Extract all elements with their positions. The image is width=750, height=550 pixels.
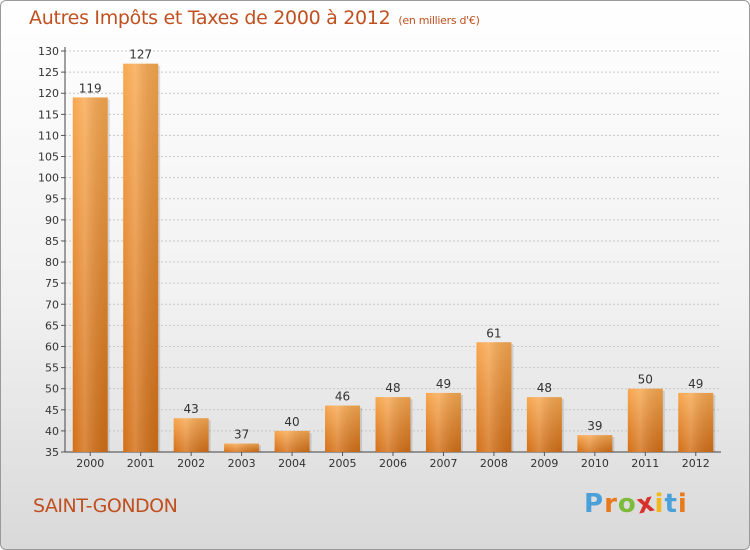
y-tick-label: 75 bbox=[45, 277, 59, 290]
y-tick-label: 65 bbox=[45, 319, 59, 332]
bar-shine bbox=[325, 405, 361, 452]
y-tick-label: 130 bbox=[38, 45, 59, 58]
y-tick-label: 125 bbox=[38, 66, 59, 79]
data-label-2002: 43 bbox=[184, 402, 199, 416]
y-tick-label: 40 bbox=[45, 425, 59, 438]
y-tick-label: 105 bbox=[38, 151, 59, 164]
bar-shine bbox=[173, 418, 209, 452]
bar-shine bbox=[577, 435, 613, 452]
chart-title: Autres Impôts et Taxes de 2000 à 2012 (en… bbox=[29, 7, 480, 29]
y-tick-label: 90 bbox=[45, 214, 59, 227]
bar-2006 bbox=[375, 397, 413, 452]
bar-shine bbox=[678, 392, 714, 452]
x-tick-label-2002: 2002 bbox=[177, 457, 205, 470]
bar-shine bbox=[375, 397, 411, 452]
y-tick-label: 110 bbox=[38, 129, 59, 142]
bar-2010 bbox=[577, 435, 615, 452]
bar-shine bbox=[476, 342, 512, 452]
bar-shine bbox=[425, 392, 461, 452]
x-tick-label-2001: 2001 bbox=[127, 457, 155, 470]
x-tick-label-2000: 2000 bbox=[76, 457, 104, 470]
y-tick-label: 115 bbox=[38, 108, 59, 121]
logo-letter: i bbox=[654, 489, 665, 519]
bar-shine bbox=[526, 397, 562, 452]
logo-letter: r bbox=[604, 489, 618, 519]
bar-2007 bbox=[425, 392, 463, 452]
data-label-2007: 49 bbox=[436, 377, 451, 391]
logo-letter: P bbox=[584, 489, 605, 519]
x-tick-label-2009: 2009 bbox=[530, 457, 558, 470]
data-label-2004: 40 bbox=[284, 415, 299, 429]
y-tick-label: 80 bbox=[45, 256, 59, 269]
bar-2003 bbox=[224, 443, 262, 452]
x-tick-labels: 2000 2001 2002 2003 2004 2005 2006 2007 2008 2009… bbox=[76, 452, 710, 470]
y-tick-label: 70 bbox=[45, 298, 59, 311]
bars bbox=[72, 63, 716, 453]
x-tick-label-2007: 2007 bbox=[429, 457, 457, 470]
y-tick-label: 45 bbox=[45, 404, 59, 417]
x-tick-label-2003: 2003 bbox=[228, 457, 256, 470]
data-label-2009: 48 bbox=[537, 381, 552, 395]
x-tick-label-2010: 2010 bbox=[581, 457, 609, 470]
data-label-2005: 46 bbox=[335, 390, 350, 404]
bar-2001 bbox=[123, 63, 161, 453]
x-tick-label-2008: 2008 bbox=[480, 457, 508, 470]
y-tick-label: 55 bbox=[45, 362, 59, 375]
logo-letter: i bbox=[677, 489, 688, 519]
bar-2009 bbox=[526, 397, 564, 452]
bar-shine bbox=[224, 443, 260, 452]
logo-letter: t bbox=[664, 489, 678, 519]
data-label-2001: 127 bbox=[129, 48, 152, 62]
bar-2011 bbox=[627, 388, 665, 452]
x-tick-label-2004: 2004 bbox=[278, 457, 306, 470]
x-tick-label-2006: 2006 bbox=[379, 457, 407, 470]
data-label-2010: 39 bbox=[587, 419, 602, 433]
bar-2000 bbox=[72, 97, 110, 452]
chart-title-text: Autres Impôts et Taxes de 2000 à 2012 bbox=[29, 7, 391, 29]
bar-2005 bbox=[325, 405, 363, 452]
y-tick-label: 100 bbox=[38, 172, 59, 185]
y-tick-label: 120 bbox=[38, 87, 59, 100]
data-label-2011: 50 bbox=[638, 373, 653, 387]
data-label-2000: 119 bbox=[79, 81, 102, 95]
bar-2002 bbox=[173, 418, 211, 452]
x-tick-label-2011: 2011 bbox=[631, 457, 659, 470]
bar-shine bbox=[627, 388, 663, 452]
bar-2004 bbox=[274, 430, 312, 452]
y-tick-label: 60 bbox=[45, 340, 59, 353]
y-tick-label: 85 bbox=[45, 235, 59, 248]
data-labels: 119 127 43 37 40 46 48 49 61 48 39 50 49 bbox=[79, 48, 704, 442]
logo-letter: o bbox=[617, 489, 637, 519]
y-tick-label: 50 bbox=[45, 383, 59, 396]
bar-shine bbox=[274, 430, 310, 452]
chart-title-unit: (en milliers d'€) bbox=[398, 14, 480, 27]
commune-name: SAINT-GONDON bbox=[33, 495, 178, 517]
data-label-2008: 61 bbox=[486, 326, 501, 340]
y-tick-labels: 35 40 45 50 55 60 65 70 75 80 85 90 95 100 105 110 115 12… bbox=[38, 45, 59, 459]
bar-shine bbox=[72, 97, 108, 452]
data-label-2006: 48 bbox=[385, 381, 400, 395]
bar-shine bbox=[123, 63, 159, 453]
bar-2012 bbox=[678, 392, 716, 452]
y-tick-label: 35 bbox=[45, 446, 59, 459]
bar-2008 bbox=[476, 342, 514, 452]
data-label-2012: 49 bbox=[688, 377, 703, 391]
x-tick-label-2012: 2012 bbox=[682, 457, 710, 470]
data-label-2003: 37 bbox=[234, 428, 249, 442]
proxiti-logo: Proxiti bbox=[584, 487, 688, 520]
y-tick-label: 95 bbox=[45, 193, 59, 206]
x-tick-label-2005: 2005 bbox=[329, 457, 357, 470]
